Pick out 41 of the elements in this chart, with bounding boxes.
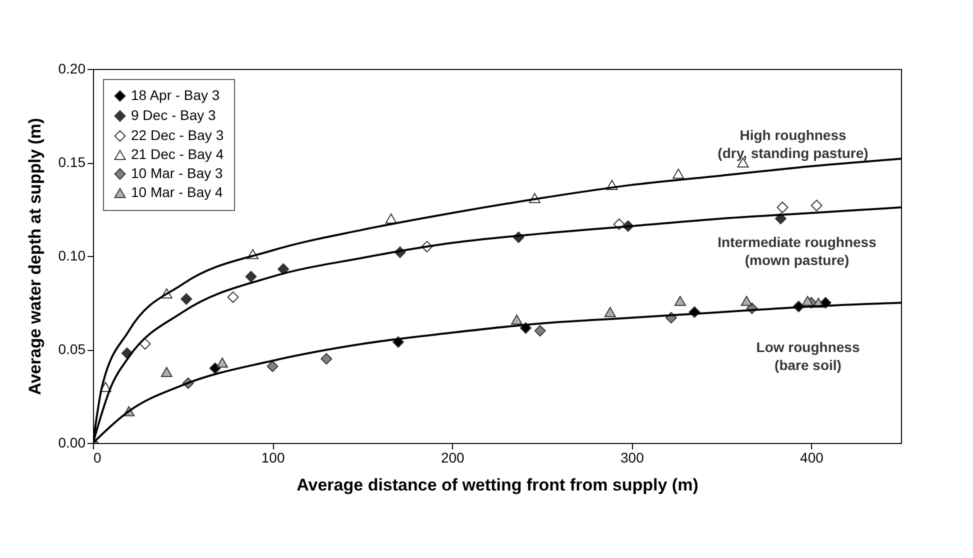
y-axis-title: Average water depth at supply (m) bbox=[25, 118, 44, 396]
y-tick-label: 0.10 bbox=[58, 248, 86, 264]
x-tick-label: 200 bbox=[440, 450, 465, 466]
point bbox=[740, 296, 752, 306]
point bbox=[266, 360, 278, 372]
x-axis-title: Average distance of wetting front from supply (m) bbox=[296, 476, 698, 494]
annotation: Low roughness (bare soil) bbox=[756, 339, 860, 373]
point bbox=[534, 325, 546, 337]
legend-label: 21 Dec - Bay 4 bbox=[131, 146, 224, 162]
x-tick-label: 300 bbox=[620, 450, 644, 466]
legend-label: 22 Dec - Bay 3 bbox=[131, 127, 224, 143]
annotation: High roughness (dry, standing pasture) bbox=[718, 127, 868, 161]
point bbox=[227, 291, 239, 303]
point bbox=[209, 362, 221, 374]
y-tick-label: 0.00 bbox=[58, 434, 86, 450]
point bbox=[320, 353, 332, 365]
point bbox=[810, 200, 822, 212]
legend-label: 10 Mar - Bay 4 bbox=[131, 184, 224, 200]
point bbox=[278, 263, 290, 275]
y-tick-label: 0.05 bbox=[58, 341, 86, 357]
point bbox=[216, 358, 228, 368]
point bbox=[774, 212, 786, 224]
y-tick-label: 0.15 bbox=[58, 154, 86, 170]
point bbox=[802, 296, 814, 306]
point bbox=[674, 296, 686, 306]
point bbox=[385, 214, 397, 224]
x-tick-label: 100 bbox=[261, 450, 285, 466]
x-tick-label: 0 bbox=[94, 450, 102, 466]
y-tick-label: 0.20 bbox=[58, 60, 86, 76]
point bbox=[160, 366, 172, 377]
point bbox=[245, 270, 257, 282]
point bbox=[604, 307, 616, 318]
point bbox=[180, 293, 192, 305]
annotation: Intermediate roughness (mown pasture) bbox=[718, 234, 877, 268]
point bbox=[672, 168, 684, 179]
legend-label: 9 Dec - Bay 3 bbox=[131, 107, 216, 123]
point bbox=[511, 314, 522, 325]
legend-label: 18 Apr - Bay 3 bbox=[131, 87, 220, 103]
legend-label: 10 Mar - Bay 3 bbox=[131, 165, 224, 181]
point bbox=[776, 202, 788, 214]
x-tick-label: 400 bbox=[800, 450, 824, 466]
